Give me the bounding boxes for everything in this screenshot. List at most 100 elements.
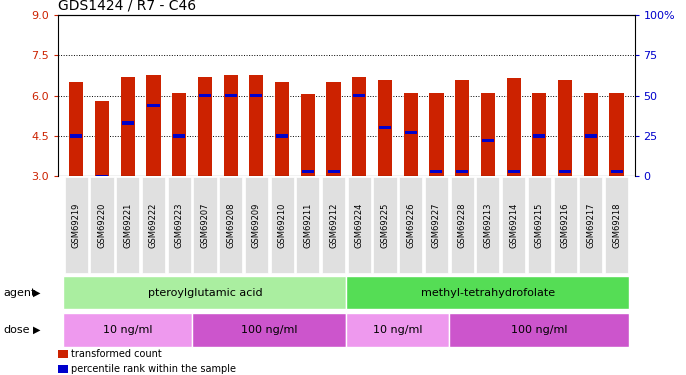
FancyBboxPatch shape: [528, 177, 551, 273]
FancyBboxPatch shape: [192, 313, 346, 347]
Text: GSM69226: GSM69226: [406, 202, 415, 248]
Bar: [300, 94, 315, 176]
Text: GSM69214: GSM69214: [509, 202, 518, 248]
Bar: [327, 170, 340, 173]
Bar: [224, 75, 238, 176]
Bar: [249, 75, 263, 176]
Text: pteroylglutamic acid: pteroylglutamic acid: [147, 288, 262, 297]
FancyBboxPatch shape: [167, 177, 191, 273]
Text: GSM69208: GSM69208: [226, 202, 235, 248]
FancyBboxPatch shape: [399, 177, 423, 273]
Bar: [70, 134, 82, 138]
Bar: [95, 101, 109, 176]
FancyBboxPatch shape: [346, 276, 630, 309]
Bar: [146, 75, 161, 176]
Bar: [275, 82, 289, 176]
Bar: [429, 93, 444, 176]
FancyBboxPatch shape: [451, 177, 474, 273]
Text: agent: agent: [3, 288, 36, 297]
Bar: [456, 170, 469, 173]
Text: GSM69227: GSM69227: [432, 202, 441, 248]
Text: GSM69215: GSM69215: [535, 202, 544, 248]
Text: GSM69224: GSM69224: [355, 202, 364, 248]
Bar: [508, 170, 520, 173]
FancyBboxPatch shape: [476, 177, 499, 273]
Text: ▶: ▶: [33, 288, 40, 297]
FancyBboxPatch shape: [245, 177, 268, 273]
Bar: [584, 134, 597, 138]
Bar: [584, 93, 598, 176]
FancyBboxPatch shape: [63, 276, 346, 309]
FancyBboxPatch shape: [579, 177, 602, 273]
Text: GDS1424 / R7 - C46: GDS1424 / R7 - C46: [58, 0, 196, 12]
Bar: [276, 134, 288, 138]
Text: GSM69220: GSM69220: [97, 202, 106, 248]
Text: GSM69216: GSM69216: [560, 202, 569, 248]
Text: GSM69221: GSM69221: [123, 202, 132, 248]
Text: GSM69225: GSM69225: [381, 202, 390, 248]
Bar: [96, 175, 108, 178]
Text: GSM69228: GSM69228: [458, 202, 466, 248]
Text: GSM69218: GSM69218: [612, 202, 621, 248]
Text: GSM69219: GSM69219: [72, 202, 81, 248]
Bar: [353, 94, 366, 97]
Text: GSM69223: GSM69223: [175, 202, 184, 248]
Bar: [147, 104, 160, 107]
Text: GSM69212: GSM69212: [329, 202, 338, 248]
Text: 100 ng/ml: 100 ng/ml: [511, 325, 567, 335]
Bar: [199, 94, 211, 97]
FancyBboxPatch shape: [346, 313, 449, 347]
Text: GSM69217: GSM69217: [587, 202, 595, 248]
Bar: [327, 82, 341, 176]
Text: percentile rank within the sample: percentile rank within the sample: [71, 364, 236, 374]
FancyBboxPatch shape: [219, 177, 242, 273]
Bar: [506, 78, 521, 176]
Text: transformed count: transformed count: [71, 349, 161, 359]
Bar: [455, 80, 469, 176]
Bar: [198, 77, 212, 176]
Bar: [121, 77, 135, 176]
Bar: [379, 126, 391, 129]
Text: GSM69207: GSM69207: [200, 202, 209, 248]
Text: dose: dose: [3, 325, 30, 335]
Text: 10 ng/ml: 10 ng/ml: [103, 325, 152, 335]
Text: methyl-tetrahydrofolate: methyl-tetrahydrofolate: [421, 288, 555, 297]
FancyBboxPatch shape: [554, 177, 577, 273]
FancyBboxPatch shape: [64, 177, 88, 273]
Bar: [481, 93, 495, 176]
Bar: [250, 94, 263, 97]
Text: 100 ng/ml: 100 ng/ml: [241, 325, 298, 335]
Bar: [121, 122, 134, 124]
Bar: [558, 80, 572, 176]
Text: 10 ng/ml: 10 ng/ml: [373, 325, 423, 335]
Text: GSM69209: GSM69209: [252, 202, 261, 248]
Bar: [69, 82, 84, 176]
Text: GSM69222: GSM69222: [149, 202, 158, 248]
FancyBboxPatch shape: [502, 177, 525, 273]
Bar: [430, 170, 442, 173]
Bar: [173, 134, 185, 138]
Bar: [533, 134, 545, 138]
Bar: [352, 77, 366, 176]
Bar: [302, 170, 314, 173]
Text: GSM69211: GSM69211: [303, 202, 312, 248]
Bar: [532, 93, 547, 176]
FancyBboxPatch shape: [373, 177, 397, 273]
FancyBboxPatch shape: [348, 177, 371, 273]
FancyBboxPatch shape: [116, 177, 139, 273]
FancyBboxPatch shape: [296, 177, 320, 273]
FancyBboxPatch shape: [322, 177, 345, 273]
Bar: [611, 170, 623, 173]
Bar: [403, 93, 418, 176]
Bar: [559, 170, 571, 173]
Text: ▶: ▶: [33, 325, 40, 335]
FancyBboxPatch shape: [142, 177, 165, 273]
Bar: [482, 139, 494, 142]
FancyBboxPatch shape: [63, 313, 192, 347]
FancyBboxPatch shape: [425, 177, 448, 273]
Bar: [609, 93, 624, 176]
Bar: [224, 94, 237, 97]
FancyBboxPatch shape: [605, 177, 628, 273]
FancyBboxPatch shape: [193, 177, 217, 273]
Text: GSM69213: GSM69213: [484, 202, 493, 248]
